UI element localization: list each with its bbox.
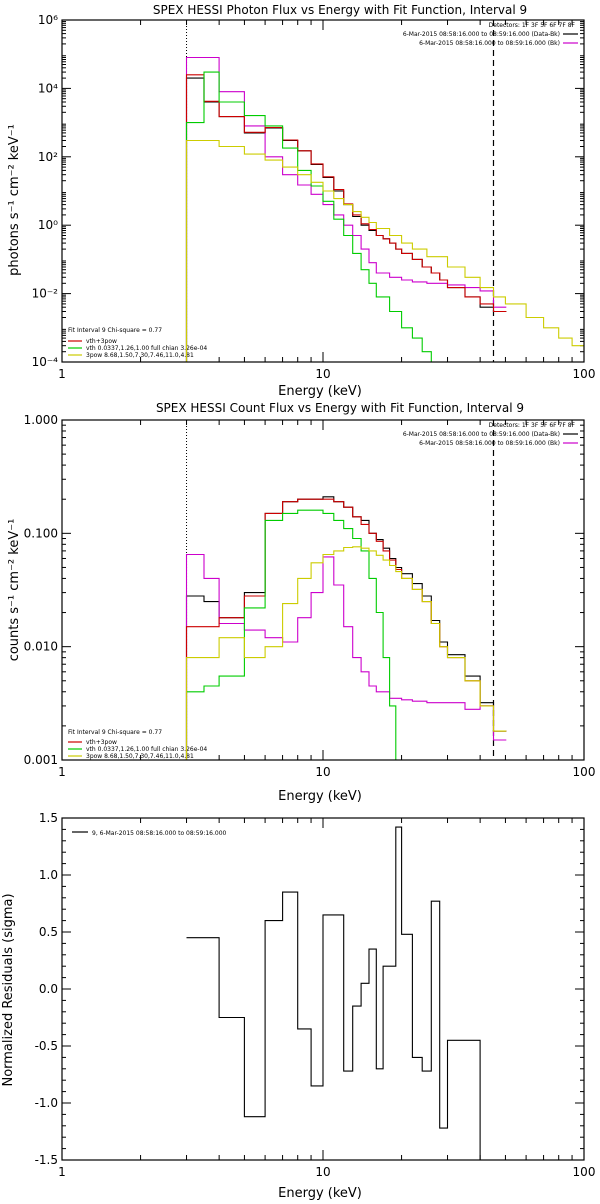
panel-1-series-4 <box>185 139 584 362</box>
panel-3-series-group <box>186 826 507 1160</box>
panel-2-y-tick-label: 0.001 <box>24 753 58 767</box>
panel-1-legend-bottomleft-line-2: vth+3pow <box>86 338 117 345</box>
panel-1-legend-topright-line-3: 6-Mar-2015 08:58:16.000 to 08:59:16.000 … <box>419 40 560 47</box>
panel-2-y-tick-label: 1.000 <box>24 413 58 427</box>
panel-3-frame <box>61 817 585 1161</box>
panel-2-series-3 <box>185 509 507 760</box>
panel-2-x-tick-label: 10 <box>315 765 330 779</box>
panel-2-legend-bottomleft-line-3: vth 0.0337,1.26,1.00 full chian 3.26e-04 <box>86 746 207 753</box>
panel-2-legend-topright: Detectors: 1F 3F 5F 6F 7F 8F 6-Mar-2015 … <box>403 422 578 447</box>
panel-1-legend-bottomleft-line-1: Fit Interval 9 Chi-square = 0.77 <box>68 327 162 334</box>
panel-3-y-tick-label: -1.5 <box>35 1153 58 1167</box>
panel-2-xlabel: Energy (keV) <box>278 789 362 804</box>
panel-1-title: SPEX HESSI Photon Flux vs Energy with Fi… <box>153 3 527 17</box>
panel-1-ylabel: photons s⁻¹ cm⁻² keV⁻¹ <box>7 124 22 276</box>
panel-2-frame <box>61 419 585 761</box>
panel-3-x-tick-label: 1 <box>58 1165 66 1179</box>
panel-3-xlabel: Energy (keV) <box>278 1186 362 1200</box>
panel-1-legend-topright-line-2: 6-Mar-2015 08:58:16.000 to 08:59:16.000 … <box>403 31 560 38</box>
panel-1-legend-bottomleft-line-3: vth 0.0337,1.26,1.00 full chian 3.26e-04 <box>86 345 207 352</box>
panel-1-legend-topright-line-1: Detectors: 1F 3F 5F 6F 7F 8F <box>489 22 576 29</box>
panel-2-legend-bottomleft: Fit Interval 9 Chi-square = 0.77 vth+3po… <box>68 729 207 760</box>
panel-3-y-tick-label: 1.5 <box>39 811 58 825</box>
panel-2-series-1 <box>185 553 507 760</box>
panel-photon-flux: SPEX HESSI Photon Flux vs Energy with Fi… <box>7 3 578 399</box>
panel-3-legend-topleft: 9, 6-Mar-2015 08:58:16.000 to 08:59:16.0… <box>72 830 227 837</box>
panel-2-legend-bottomleft-line-1: Fit Interval 9 Chi-square = 0.77 <box>68 729 162 736</box>
panel-1-xlabel: Energy (keV) <box>278 384 362 399</box>
panel-3-ylabel: Normalized Residuals (sigma) <box>1 893 16 1086</box>
panel-3-y-tick-label: -0.5 <box>35 1039 58 1053</box>
panel-2-series-group <box>185 496 507 760</box>
panel-residuals: Energy (keV) Normalized Residuals (sigma… <box>1 830 362 1201</box>
panel-1-series-group <box>185 56 584 362</box>
panel-1-frame <box>61 19 585 363</box>
panel-3-y-tick-label: 0.0 <box>39 982 58 996</box>
panel-2-x-tick-label: 1 <box>58 765 66 779</box>
panel-3-legend-topleft-line-1: 9, 6-Mar-2015 08:58:16.000 to 08:59:16.0… <box>92 830 227 837</box>
panel-2-series-4 <box>185 546 507 760</box>
panel-2-y-tick-label: 0.010 <box>24 640 58 654</box>
panel-count-flux: SPEX HESSI Count Flux vs Energy with Fit… <box>7 401 578 804</box>
panel-2-legend-topright-line-1: Detectors: 1F 3F 5F 6F 7F 8F <box>489 422 576 429</box>
panel-2-x-tick-label: 100 <box>573 765 596 779</box>
panel-2-legend-bottomleft-line-4: 3pow 8.68,1.50,7.30,7.46,11.0,4.81 <box>86 753 194 760</box>
panel-3-x-tick-label: 100 <box>573 1165 596 1179</box>
panel-3-y-tick-label: 1.0 <box>39 868 58 882</box>
panel-1-x-tick-label: 100 <box>573 367 596 381</box>
panel-1-x-tick-label: 10 <box>315 367 330 381</box>
panel-3-x-tick-label: 10 <box>315 1165 330 1179</box>
panel-3-y-tick-label: 0.5 <box>39 925 58 939</box>
panel-2-ylabel: counts s⁻¹ cm⁻² keV⁻¹ <box>7 519 22 662</box>
panel-1-legend-topright: Detectors: 1F 3F 5F 6F 7F 8F 6-Mar-2015 … <box>403 22 578 47</box>
panel-1-x-tick-label: 1 <box>58 367 66 381</box>
panel-1-y-tick-label: 10⁻² <box>32 287 59 301</box>
panel-3-marks: 1 10 100 -1.5 -1.0 -0.5 0.0 0.5 1.0 1.5 <box>35 811 596 1179</box>
panel-1-legend-bottomleft-line-4: 3pow 8.68,1.50,7.30,7.46,11.0,4.81 <box>86 352 194 359</box>
panel-1-y-tick-label: 10⁻⁴ <box>32 355 59 369</box>
panel-2-legend-topright-line-3: 6-Mar-2015 08:58:16.000 to 08:59:16.000 … <box>419 440 560 447</box>
panel-1-y-tick-label: 10⁶ <box>38 13 58 27</box>
panel-2-marks: 1 10 100 0.001 0.010 0.100 1.000 <box>24 413 596 779</box>
panel-1-marks: 1 10 100 10⁻⁴ 10⁻² 10⁰ 10² 10⁴ 10⁶ <box>32 13 596 381</box>
panel-1-y-tick-label: 10² <box>38 150 58 164</box>
panel-2-legend-bottomleft-line-2: vth+3pow <box>86 739 117 746</box>
panel-1-legend-bottomleft: Fit Interval 9 Chi-square = 0.77 vth+3po… <box>68 327 207 359</box>
panel-2-title: SPEX HESSI Count Flux vs Energy with Fit… <box>156 401 524 415</box>
panel-1-series-2 <box>185 74 507 362</box>
panel-3-series-0 <box>186 826 507 1160</box>
panel-3-y-tick-label: -1.0 <box>35 1096 58 1110</box>
panel-2-legend-topright-line-2: 6-Mar-2015 08:58:16.000 to 08:59:16.000 … <box>403 431 560 438</box>
panel-2-y-tick-label: 0.100 <box>24 526 58 540</box>
panel-1-y-tick-label: 10⁴ <box>38 81 58 95</box>
plots-layer: 1 10 100 10⁻⁴ 10⁻² 10⁰ 10² 10⁴ 10⁶ 1 10 100 0.001 0.0… <box>24 13 596 1179</box>
panel-1-y-tick-label: 10⁰ <box>38 218 58 232</box>
panel-1-series-3 <box>185 71 461 362</box>
